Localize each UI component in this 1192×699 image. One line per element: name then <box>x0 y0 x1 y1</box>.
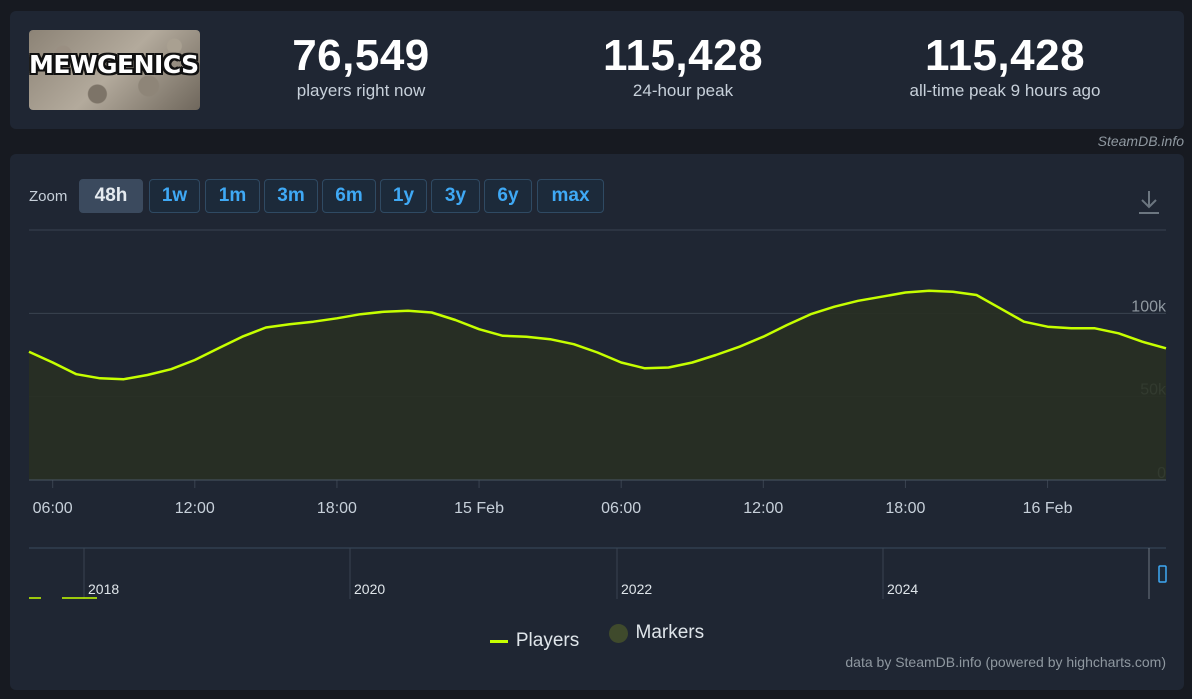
zoom-button-1m[interactable]: 1m <box>205 179 260 213</box>
steamdb-credit[interactable]: SteamDB.info <box>1097 133 1184 149</box>
stat-value: 76,549 <box>292 31 430 80</box>
chart-legend: Players Markers <box>10 622 1184 652</box>
stat-value: 115,428 <box>924 31 1086 80</box>
stat-label: 24-hour peak <box>632 81 734 100</box>
zoom-button-3y[interactable]: 3y <box>431 179 480 213</box>
navigator-year-label: 2022 <box>621 581 652 597</box>
zoom-button-1w[interactable]: 1w <box>149 179 200 213</box>
x-tick-label: 16 Feb <box>1023 500 1073 517</box>
players-series-line <box>28 289 1167 381</box>
players-line-swatch <box>489 639 508 643</box>
x-tick-label: 06:00 <box>33 500 73 517</box>
navigator-year-label: 2018 <box>88 581 119 597</box>
x-tick-label: 18:00 <box>885 500 925 517</box>
stat-24h-peak: 115,428 24-hour peak <box>573 31 793 101</box>
zoom-button-6y[interactable]: 6y <box>484 179 532 213</box>
legend-label-markers: Markers <box>635 622 705 643</box>
game-logo: MEWGENICS! <box>29 50 200 79</box>
zoom-button-1y[interactable]: 1y <box>380 179 427 213</box>
stat-label: players right now <box>296 81 426 100</box>
highcharts-credit[interactable]: data by SteamDB.info (powered by highcha… <box>845 654 1166 670</box>
stats-card: MEWGENICS! 76,549 players right now 115,… <box>10 11 1184 129</box>
zoom-button-3m[interactable]: 3m <box>264 179 318 213</box>
x-tick-label: 12:00 <box>175 500 215 517</box>
legend-label-players: Players <box>515 630 580 651</box>
navigator-handle <box>1158 565 1167 583</box>
x-tick-label: 06:00 <box>601 500 641 517</box>
download-icon[interactable] <box>1137 189 1161 215</box>
markers-dot-swatch <box>608 623 628 643</box>
zoom-button-48h[interactable]: 48h <box>79 179 143 213</box>
stat-current-players: 76,549 players right now <box>261 31 461 101</box>
navigator-year-label: 2020 <box>354 581 385 597</box>
navigator-year-label: 2024 <box>887 581 918 597</box>
x-tick-label: 12:00 <box>743 500 783 517</box>
x-tick-label: 15 Feb <box>454 500 504 517</box>
stat-label: all-time peak 9 hours ago <box>909 81 1101 100</box>
stat-value: 115,428 <box>602 31 764 80</box>
legend-item-markers[interactable]: Markers <box>608 622 705 644</box>
legend-item-players[interactable]: Players <box>489 630 580 652</box>
zoom-label: Zoom <box>29 188 68 205</box>
stat-all-time-peak: 115,428 all-time peak 9 hours ago <box>875 31 1135 101</box>
zoom-button-6m[interactable]: 6m <box>322 179 376 213</box>
game-thumbnail[interactable]: MEWGENICS! <box>29 30 200 110</box>
y-tick-label: 100k <box>1131 298 1167 315</box>
players-area <box>29 290 1166 480</box>
zoom-button-max[interactable]: max <box>537 179 604 213</box>
chart-card: Zoom 48h 1w 1m 3m 6m 1y 3y 6y max 050k10… <box>10 154 1184 690</box>
x-tick-label: 18:00 <box>317 500 357 517</box>
